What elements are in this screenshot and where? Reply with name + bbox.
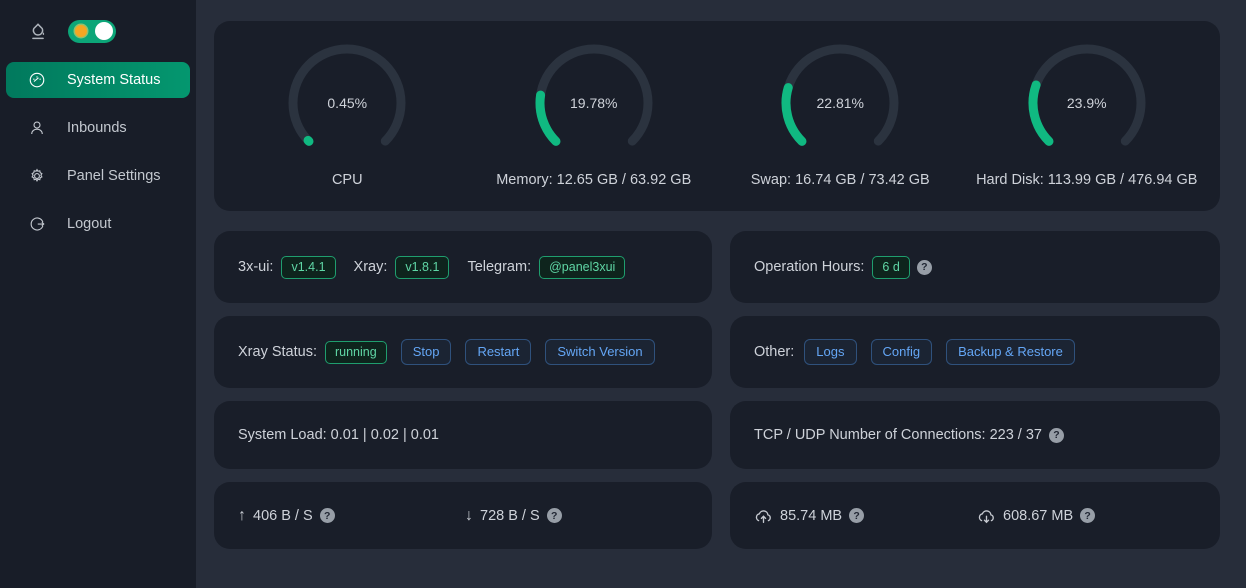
help-icon[interactable]: ? bbox=[916, 259, 932, 275]
help-icon[interactable]: ? bbox=[1049, 427, 1064, 443]
switch-version-button[interactable]: Switch Version bbox=[545, 339, 655, 365]
gauge-percent: 0.45% bbox=[327, 95, 368, 111]
gauge-label: CPU bbox=[331, 172, 363, 188]
xray-version-label: Xray: bbox=[353, 259, 388, 275]
toggle-knob bbox=[95, 22, 113, 40]
gauge-label: Swap: 16.74 GB / 73.42 GB bbox=[750, 172, 930, 188]
memory-gauge: 19.78% Memory: 12.65 GB / 63.92 GB bbox=[471, 43, 718, 193]
cloud-upload-icon bbox=[755, 509, 771, 523]
disk-gauge: 23.9% Hard Disk: 113.99 GB / 476.94 GB bbox=[964, 43, 1211, 193]
swap-gauge: 22.81% Swap: 16.74 GB / 73.42 GB bbox=[717, 43, 964, 193]
sidebar-item-label: Panel Settings bbox=[67, 168, 161, 184]
sidebar-nav: System Status Inbounds Panel Settings Lo… bbox=[0, 62, 196, 242]
operation-hours-tag: 6 d bbox=[872, 255, 910, 279]
connections-text: TCP / UDP Number of Connections: 223 / 3… bbox=[754, 427, 1042, 443]
restart-button[interactable]: Restart bbox=[465, 339, 532, 365]
sidebar: System Status Inbounds Panel Settings Lo… bbox=[0, 0, 196, 588]
sidebar-item-inbounds[interactable]: Inbounds bbox=[6, 110, 190, 146]
help-icon[interactable]: ? bbox=[849, 508, 865, 523]
gauge-label: Memory: 12.65 GB / 63.92 GB bbox=[496, 172, 692, 188]
sidebar-item-system-status[interactable]: System Status bbox=[6, 62, 190, 98]
upload-total: 85.74 MB ? bbox=[754, 508, 977, 524]
xray-status-label: Xray Status: bbox=[238, 344, 317, 360]
main-content: 0.45% CPU 19.78% Memory: 12.65 GB / 63.9… bbox=[196, 0, 1246, 588]
sun-icon bbox=[75, 25, 87, 37]
help-icon[interactable]: ? bbox=[319, 508, 335, 523]
operation-hours-label: Operation Hours: bbox=[754, 259, 865, 275]
sidebar-item-label: Inbounds bbox=[67, 120, 127, 136]
gauge-percent: 22.81% bbox=[816, 95, 864, 111]
connections-card: TCP / UDP Number of Connections: 223 / 3… bbox=[730, 401, 1220, 469]
logout-icon bbox=[28, 215, 46, 233]
upload-total-value: 85.74 MB bbox=[780, 507, 843, 524]
download-speed: ↓ 728 B / S ? bbox=[465, 507, 692, 525]
sidebar-item-label: System Status bbox=[67, 72, 161, 88]
dark-mode-toggle[interactable] bbox=[68, 19, 116, 43]
theme-ink-icon bbox=[32, 23, 45, 40]
logs-button[interactable]: Logs bbox=[804, 339, 857, 365]
system-load-text: System Load: 0.01 | 0.02 | 0.01 bbox=[238, 427, 439, 443]
cpu-gauge: 0.45% CPU bbox=[224, 43, 471, 193]
help-icon[interactable]: ? bbox=[1080, 508, 1096, 523]
xray-status-card: Xray Status: running Stop Restart Switch… bbox=[214, 316, 712, 388]
download-total: 608.67 MB ? bbox=[977, 508, 1200, 524]
download-speed-value: 728 B / S bbox=[480, 507, 540, 524]
sidebar-item-logout[interactable]: Logout bbox=[6, 206, 190, 242]
gear-icon bbox=[28, 167, 46, 185]
network-speed-card: ↑ 406 B / S ? ↓ 728 B / S ? bbox=[214, 482, 712, 549]
telegram-link-tag[interactable]: @panel3xui bbox=[539, 255, 626, 279]
cloud-download-icon bbox=[978, 509, 994, 523]
sidebar-item-panel-settings[interactable]: Panel Settings bbox=[6, 158, 190, 194]
upload-speed-value: 406 B / S bbox=[253, 507, 313, 524]
sidebar-item-label: Logout bbox=[67, 216, 112, 232]
arrow-up-icon: ↑ bbox=[238, 506, 246, 524]
backup-restore-button[interactable]: Backup & Restore bbox=[946, 339, 1075, 365]
sidebar-header bbox=[0, 14, 196, 48]
status-cards-grid: 3x-ui: v1.4.1 Xray: v1.8.1 Telegram: @pa… bbox=[214, 231, 1220, 549]
dashboard-gauge-icon bbox=[28, 71, 46, 89]
other-label: Other: bbox=[754, 344, 795, 360]
other-actions-card: Other: Logs Config Backup & Restore bbox=[730, 316, 1220, 388]
gauge-percent: 23.9% bbox=[1066, 95, 1107, 111]
xray-version-tag: v1.8.1 bbox=[395, 255, 450, 279]
config-button[interactable]: Config bbox=[870, 339, 933, 365]
gauge-percent: 19.78% bbox=[570, 95, 618, 111]
resource-gauges-card: 0.45% CPU 19.78% Memory: 12.65 GB / 63.9… bbox=[214, 21, 1220, 211]
arrow-down-icon: ↓ bbox=[465, 506, 473, 524]
user-icon bbox=[28, 119, 46, 137]
xui-version-label: 3x-ui: bbox=[238, 259, 274, 275]
download-total-value: 608.67 MB bbox=[1003, 507, 1074, 524]
telegram-label: Telegram: bbox=[467, 259, 532, 275]
versions-card: 3x-ui: v1.4.1 Xray: v1.8.1 Telegram: @pa… bbox=[214, 231, 712, 303]
xui-version-tag: v1.4.1 bbox=[281, 255, 336, 279]
stop-button[interactable]: Stop bbox=[400, 339, 452, 365]
system-load-card: System Load: 0.01 | 0.02 | 0.01 bbox=[214, 401, 712, 469]
gauge-label: Hard Disk: 113.99 GB / 476.94 GB bbox=[976, 172, 1198, 188]
upload-speed: ↑ 406 B / S ? bbox=[238, 507, 465, 525]
operation-hours-card: Operation Hours: 6 d ? bbox=[730, 231, 1220, 303]
help-icon[interactable]: ? bbox=[546, 508, 562, 523]
traffic-totals-card: 85.74 MB ? 608.67 MB ? bbox=[730, 482, 1220, 549]
xray-status-tag: running bbox=[324, 340, 387, 364]
